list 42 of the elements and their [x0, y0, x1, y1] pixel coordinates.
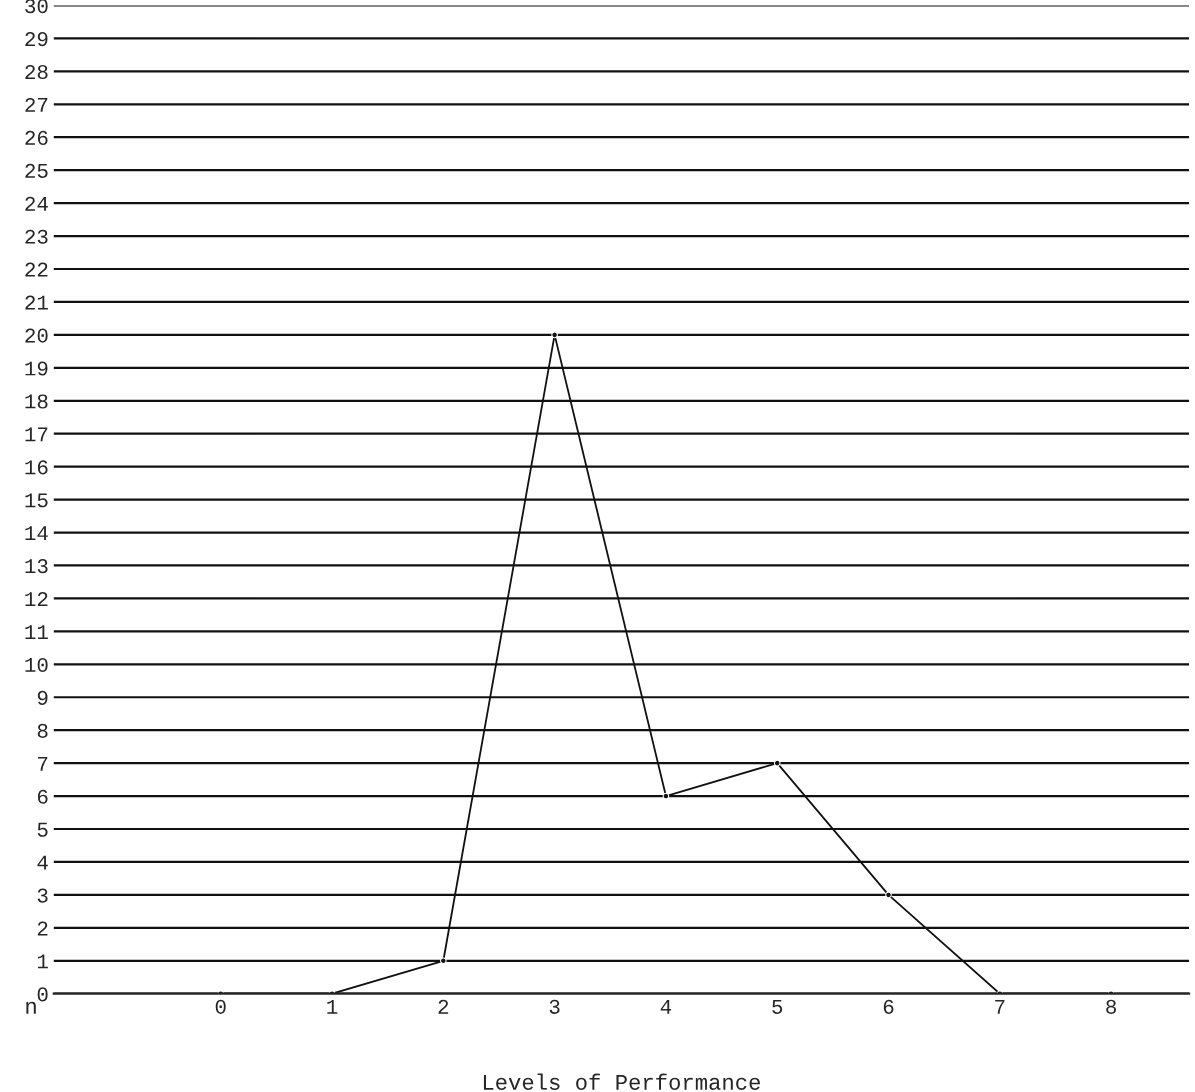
y-tick-label: 21: [25, 295, 48, 310]
y-tick-label: 28: [25, 64, 48, 80]
y-tick-label: 4: [37, 855, 48, 870]
y-tick-label: 0: [37, 987, 48, 1002]
y-tick-label: 7: [38, 756, 48, 771]
y-tick-label: 13: [25, 559, 48, 574]
x-tick-label: 4: [660, 999, 672, 1014]
y-tick-label: 25: [25, 163, 48, 178]
y-tick-label: 30: [25, 0, 48, 14]
y-tick-label: 14: [25, 526, 48, 541]
y-tick-label: 1: [37, 954, 48, 969]
y-tick-label: 8: [37, 723, 48, 738]
y-tick-label: 11: [25, 625, 48, 639]
y-tick-label: 29: [25, 32, 48, 47]
x-tick-label: 1: [327, 999, 338, 1014]
x-tick-label: 3: [549, 999, 560, 1014]
y-tick-label: 3: [37, 888, 48, 903]
y-tick-label: 9: [37, 690, 48, 705]
x-tick-label: 5: [772, 999, 783, 1014]
y-tick-label: 17: [25, 427, 48, 442]
y-tick-label: 2: [37, 921, 48, 936]
y-axis-title: n: [26, 1001, 36, 1014]
y-tick-label: 22: [25, 262, 48, 277]
y-tick-label: 27: [25, 97, 48, 112]
y-tick-label: 5: [37, 822, 48, 837]
y-tick-label: 12: [25, 592, 48, 606]
x-tick-label: 8: [1106, 999, 1116, 1014]
y-tick-label: 10: [25, 657, 48, 673]
x-tick-label: 0: [215, 999, 226, 1014]
y-tick-label: 19: [25, 361, 48, 376]
y-tick-label: 26: [25, 130, 48, 145]
y-tick-label: 15: [25, 493, 48, 508]
x-tick-label: 7: [995, 999, 1005, 1014]
y-tick-label: 18: [25, 394, 48, 409]
x-axis-title: Levels of Performance: [483, 1073, 760, 1090]
x-tick-label: 6: [883, 999, 894, 1014]
y-tick-label: 16: [25, 460, 48, 475]
y-tick-label: 24: [25, 196, 48, 211]
x-tick-label: 2: [438, 999, 449, 1014]
y-tick-label: 6: [37, 789, 48, 804]
y-tick-label: 23: [25, 229, 48, 244]
y-tick-label: 20: [25, 328, 48, 343]
